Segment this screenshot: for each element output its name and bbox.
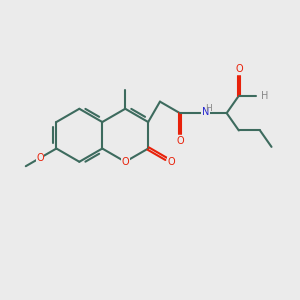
Text: H: H [206,104,212,113]
Text: O: O [235,64,243,74]
Text: O: O [176,136,184,146]
Text: O: O [168,157,176,167]
Text: O: O [36,153,44,163]
Text: H: H [261,91,268,101]
Text: N: N [202,106,209,117]
Text: O: O [122,157,129,167]
